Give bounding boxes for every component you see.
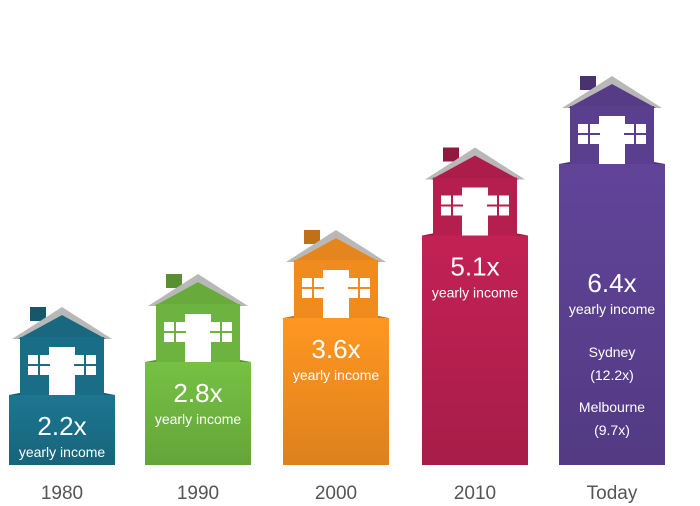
- value-caption: yearly income: [569, 301, 656, 317]
- city2-name: Melbourne: [579, 399, 645, 415]
- door: [599, 116, 625, 164]
- category-labels: 1980 1990 2000 2010 Today: [41, 483, 638, 504]
- value-caption: yearly income: [432, 285, 519, 301]
- city1-value: (12.2x): [590, 367, 634, 383]
- bar-1980: [9, 395, 115, 465]
- bar-1990: [145, 362, 251, 465]
- roof-fill: [431, 155, 519, 180]
- bar-group-2010: 5.1x yearly income: [422, 147, 528, 465]
- bars-group: 2.2x yearly income 2.8x yearly income 3.6x ye…: [9, 76, 665, 465]
- city1-name: Sydney: [589, 344, 636, 360]
- value-label: 5.1x: [450, 252, 499, 282]
- bar-group-1980: 2.2x yearly income: [9, 307, 115, 465]
- category-label-1980: 1980: [41, 483, 83, 504]
- roof-fill: [568, 84, 656, 108]
- chimney: [30, 307, 46, 321]
- category-label-1990: 1990: [177, 483, 219, 504]
- value-label: 2.8x: [173, 378, 222, 408]
- category-label-2000: 2000: [315, 483, 357, 504]
- chimney: [166, 274, 182, 288]
- roof: [286, 230, 386, 262]
- bar-group-Today: 6.4x yearly income Sydney (12.2x) Melbourne (…: [559, 76, 665, 465]
- value-label: 3.6x: [311, 334, 360, 364]
- value-label: 6.4x: [587, 268, 636, 298]
- door: [49, 347, 75, 395]
- door: [462, 187, 488, 236]
- roof: [562, 76, 662, 108]
- bar-group-2000: 3.6x yearly income: [283, 230, 389, 465]
- bar-Today: [559, 164, 665, 465]
- value-caption: yearly income: [293, 367, 380, 383]
- category-label-Today: Today: [587, 483, 638, 504]
- chimney: [580, 76, 596, 90]
- chimney: [304, 230, 320, 244]
- value-caption: yearly income: [19, 444, 106, 460]
- door: [185, 314, 211, 362]
- value-caption: yearly income: [155, 411, 242, 427]
- category-label-2010: 2010: [454, 483, 496, 504]
- roof-fill: [292, 238, 380, 262]
- roof: [148, 274, 248, 306]
- roof: [12, 307, 112, 339]
- roof: [425, 147, 525, 180]
- door: [323, 270, 349, 318]
- bar-2000: [283, 318, 389, 465]
- roof-fill: [154, 282, 242, 306]
- chimney: [443, 147, 459, 162]
- city2-value: (9.7x): [594, 422, 630, 438]
- roof-fill: [18, 315, 106, 339]
- bar-2010: [422, 235, 528, 465]
- bar-group-1990: 2.8x yearly income: [145, 274, 251, 465]
- value-label: 2.2x: [37, 411, 86, 441]
